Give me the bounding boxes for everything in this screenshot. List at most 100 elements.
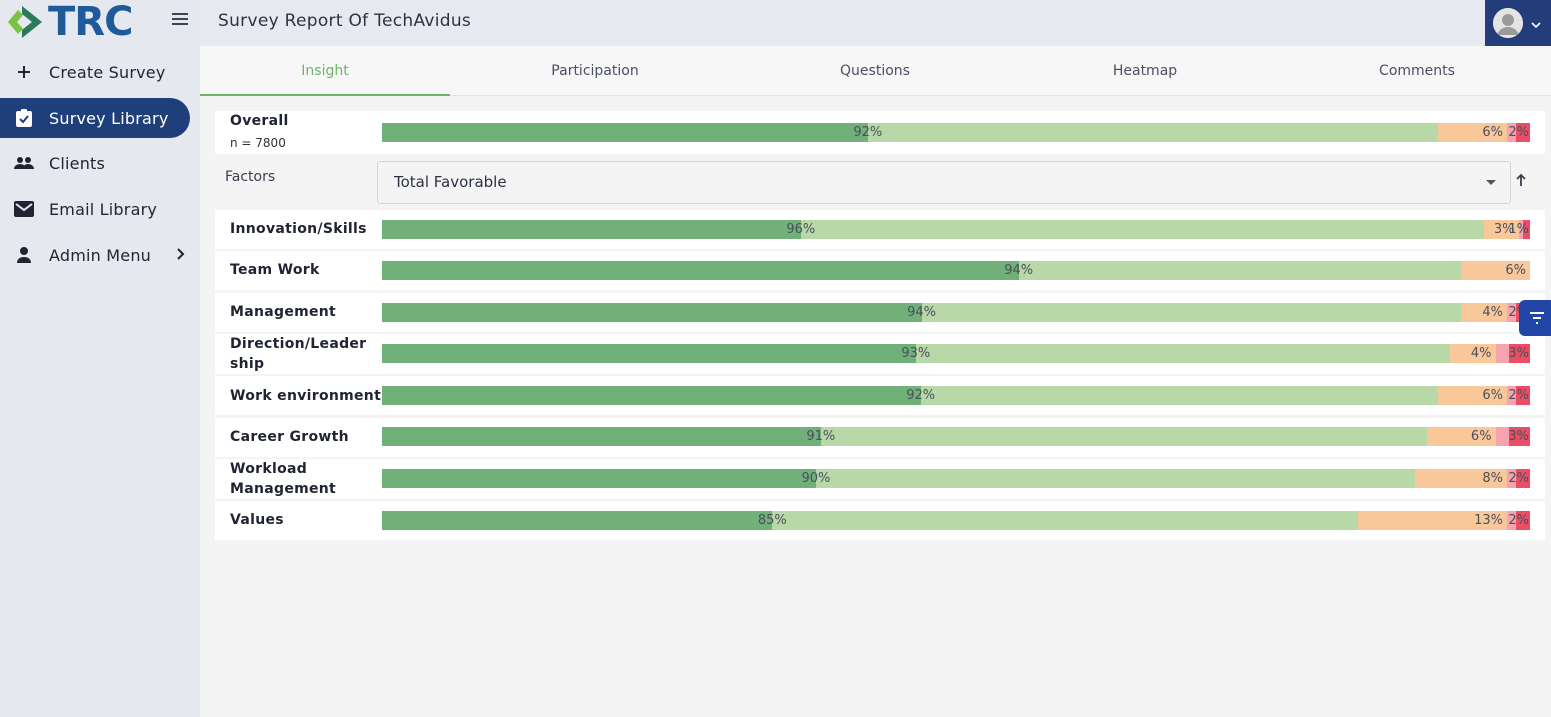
favorable-percent-label: 92%	[906, 388, 936, 403]
overall-row: Overall n = 7800 92% 6% 2%	[215, 111, 1545, 154]
clipboard-check-icon	[14, 108, 34, 128]
unfavorable-percent-label: 3%	[1508, 346, 1529, 361]
factor-row: Workload Management 90% 8% 2%	[215, 459, 1545, 499]
factor-row: Career Growth 91% 6% 3%	[215, 418, 1545, 457]
neutral-segment-label: 13%	[1474, 513, 1504, 528]
strong-favorable-segment	[382, 427, 821, 446]
sidebar-item-clients[interactable]: Clients	[0, 143, 190, 183]
factor-label: Team Work	[230, 262, 320, 278]
overall-count: n = 7800	[230, 136, 286, 150]
favorable-segment: 85%	[758, 511, 1358, 530]
unfavorable-percent-label: 2%	[1508, 471, 1529, 486]
sidebar-item-create-survey[interactable]: Create Survey	[0, 52, 190, 92]
factor-row: Values 85% 13% 2%	[215, 501, 1545, 540]
favorable-percent-label: 91%	[806, 429, 836, 444]
tab-bar: Insight Participation Questions Heatmap …	[200, 46, 1551, 96]
strong-favorable-segment	[382, 220, 801, 239]
strong-favorable-segment	[382, 511, 773, 530]
favorable-percent-label: 94%	[907, 305, 936, 320]
unfavorable-percent-label: 2%	[1508, 125, 1529, 140]
strong-unfavorable-segment: 2%	[1508, 123, 1530, 142]
user-menu-button[interactable]	[1485, 0, 1551, 46]
unfavorable-percent-label: 2%	[1508, 388, 1529, 403]
favorable-segment: 92%	[906, 386, 1439, 405]
factor-bar: 93% 4% 3%	[382, 344, 1530, 363]
people-icon	[14, 153, 34, 173]
unfavorable-segment	[1507, 123, 1517, 142]
chevron-right-icon	[176, 246, 186, 265]
favorable-percent-label: 85%	[757, 513, 787, 528]
menu-toggle-button[interactable]	[170, 10, 190, 30]
favorable-percent-label: 93%	[901, 346, 931, 361]
neutral-segment-label: 6%	[1482, 388, 1504, 403]
logo-text: TRC	[48, 0, 133, 45]
filter-button[interactable]	[1519, 300, 1551, 336]
favorable-segment: 94%	[907, 303, 1462, 322]
sort-ascending-button[interactable]	[1514, 172, 1532, 192]
overall-label: Overall	[230, 113, 289, 129]
factor-select-value: Total Favorable	[394, 173, 507, 191]
unfavorable-segment	[1507, 386, 1517, 405]
caret-down-icon	[1486, 180, 1496, 185]
neutral-segment-label: 6%	[1505, 263, 1526, 278]
neutral-segment-label: 6%	[1482, 125, 1504, 140]
sidebar-item-label: Email Library	[49, 199, 158, 219]
strong-favorable-segment	[382, 386, 921, 405]
unfavorable-segment	[1507, 469, 1517, 488]
sidebar-item-email-library[interactable]: Email Library	[0, 189, 190, 229]
neutral-segment-label: 6%	[1470, 429, 1492, 444]
factor-select[interactable]: Total Favorable	[377, 161, 1511, 204]
factor-row: Management 94%4%2%	[215, 293, 1545, 332]
strong-unfavorable-segment: 2%	[1508, 386, 1530, 405]
tab-heatmap[interactable]: Heatmap	[1112, 63, 1178, 79]
factor-bar: 94%4%2%	[382, 303, 1530, 322]
favorable-percent-label: 90%	[801, 471, 831, 486]
favorable-segment: 91%	[806, 427, 1427, 446]
sidebar-item-label: Admin Menu	[49, 245, 152, 265]
neutral-segment: 6%	[1461, 261, 1530, 280]
tab-comments[interactable]: Comments	[1379, 63, 1455, 79]
sidebar-item-label: Create Survey	[49, 62, 166, 82]
factor-bar: 96% 3% 1%	[382, 220, 1530, 239]
neutral-segment: 4%	[1449, 344, 1496, 363]
unfavorable-percent-label: 1%	[1508, 222, 1529, 237]
unfavorable-segment	[1507, 511, 1517, 530]
plus-icon	[14, 62, 34, 82]
strong-favorable-segment	[382, 123, 868, 142]
factor-bar: 94% 6%	[382, 261, 1530, 280]
factor-label: Direction/Leadership	[230, 336, 367, 372]
strong-unfavorable-segment: 2%	[1508, 511, 1530, 530]
neutral-segment: 3%	[1484, 220, 1519, 239]
neutral-segment-label: 4%	[1470, 346, 1492, 361]
factor-row: Work environment 92% 6% 2%	[215, 376, 1545, 415]
unfavorable-percent-label: 3%	[1508, 429, 1529, 444]
favorable-segment: 93%	[901, 344, 1450, 363]
tab-questions[interactable]: Questions	[840, 63, 910, 79]
factor-row: Direction/Leadership 93% 4% 3%	[215, 334, 1545, 374]
tab-participation[interactable]: Participation	[551, 63, 639, 79]
factor-bar: 92% 6% 2%	[382, 386, 1530, 405]
favorable-percent-label: 94%	[1004, 263, 1034, 278]
factor-row: Innovation/Skills 96% 3% 1%	[215, 210, 1545, 249]
strong-favorable-segment	[382, 469, 816, 488]
factor-bar: 91% 6% 3%	[382, 427, 1530, 446]
factors-label: Factors	[225, 169, 276, 185]
neutral-segment: 4%	[1461, 303, 1507, 322]
overall-bar: 92% 6% 2%	[382, 123, 1530, 142]
sidebar-item-survey-library[interactable]: Survey Library	[0, 98, 190, 138]
favorable-segment: 90%	[801, 469, 1416, 488]
arrow-up-icon	[1516, 173, 1526, 186]
unfavorable-segment	[1495, 344, 1510, 363]
sidebar-item-admin-menu[interactable]: Admin Menu	[0, 235, 190, 275]
person-icon	[14, 245, 34, 265]
envelope-icon	[14, 199, 34, 219]
neutral-segment: 13%	[1357, 511, 1508, 530]
neutral-segment: 8%	[1415, 469, 1508, 488]
sidebar-item-label: Survey Library	[49, 108, 169, 128]
logo-mark-icon	[8, 6, 42, 38]
logo[interactable]: TRC	[6, 0, 133, 45]
filter-icon	[1530, 312, 1544, 324]
neutral-segment: 6%	[1426, 427, 1496, 446]
tab-insight[interactable]: Insight	[200, 46, 450, 96]
unfavorable-segment	[1507, 303, 1517, 322]
